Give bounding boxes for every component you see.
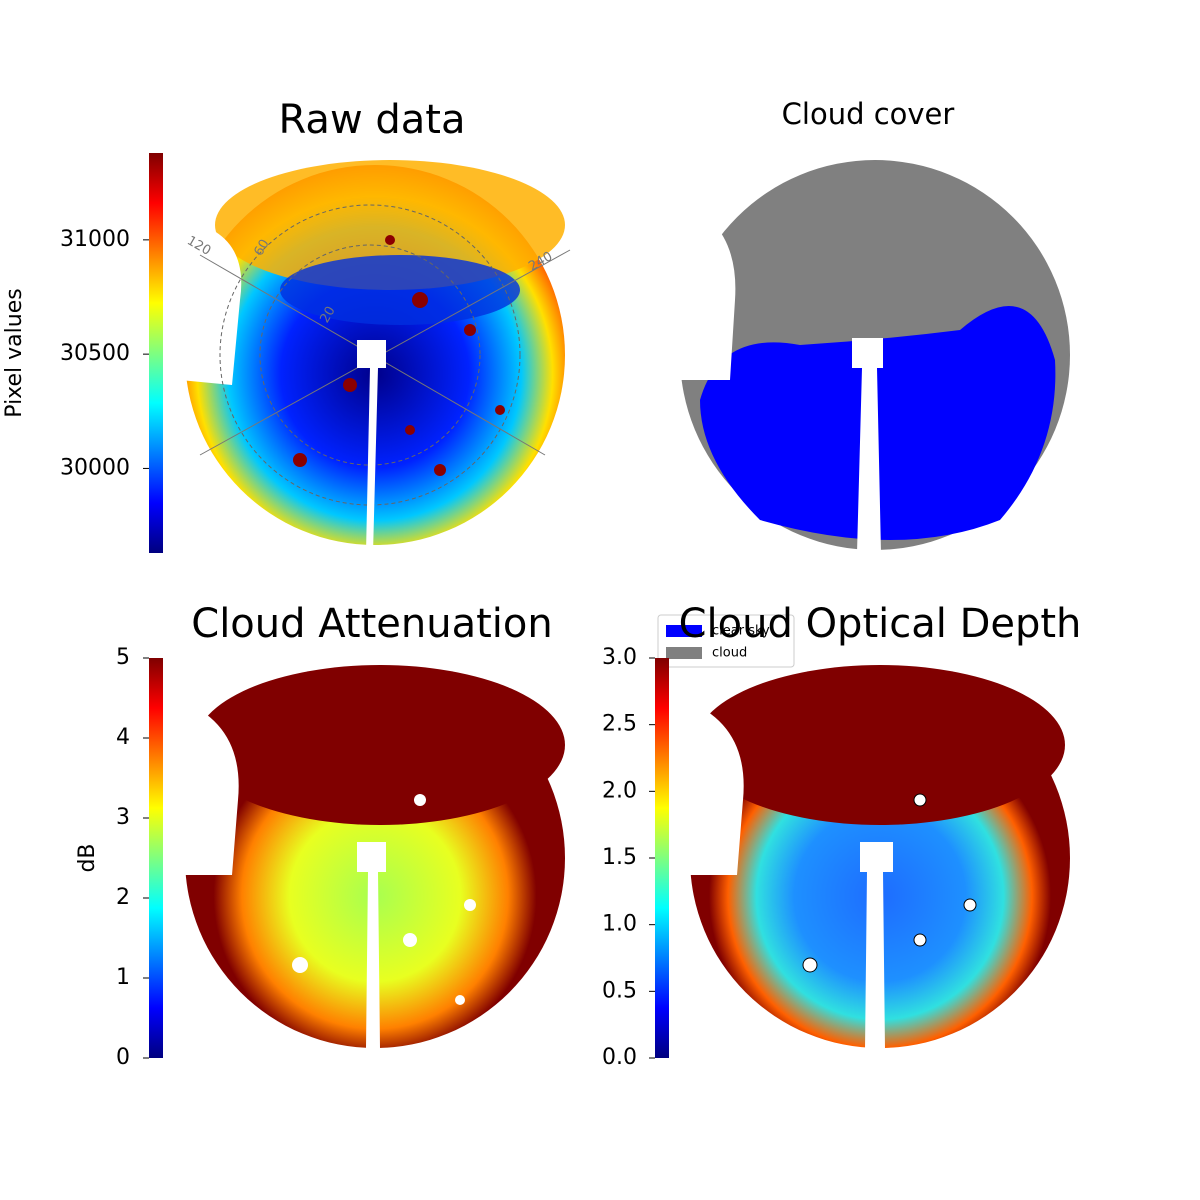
colorbar — [655, 658, 669, 1058]
legend-swatch — [666, 647, 702, 659]
raw-image: 120 60 240 20 — [180, 160, 571, 553]
tick-label: 2 — [116, 885, 130, 910]
tick-label: 4 — [116, 725, 130, 750]
tick-label: 2.5 — [602, 712, 637, 737]
colorbar — [149, 658, 163, 1058]
colorbar-label: dB — [75, 843, 100, 872]
panel-title: Cloud Attenuation — [191, 601, 552, 647]
tick-label: 3 — [116, 805, 130, 830]
panel-title: Raw data — [279, 97, 466, 143]
colorbar-label: Pixel values — [2, 288, 27, 417]
legend-label: clear sky — [712, 624, 770, 639]
legend-swatch — [666, 625, 702, 637]
tick-label: 30000 — [60, 455, 130, 480]
tick-label: 1.5 — [602, 845, 637, 870]
tick-label: 31000 — [60, 227, 130, 252]
tick-label: 5 — [116, 645, 130, 670]
tick-label: 1.0 — [602, 912, 637, 937]
tick-label: 3.0 — [602, 645, 637, 670]
tick-label: 0.5 — [602, 978, 637, 1003]
optical-depth-image — [685, 665, 1070, 1050]
tick-label: 0.0 — [602, 1045, 637, 1070]
polar-label: 60 — [252, 237, 273, 259]
panel-title: Cloud Optical Depth — [679, 601, 1082, 647]
tick-label: 2.0 — [602, 778, 637, 803]
panel-title: Cloud cover — [782, 97, 955, 131]
cloud-cover-image — [670, 160, 1070, 553]
colorbar — [149, 153, 163, 553]
legend-label: cloud — [712, 646, 747, 661]
polar-label: 20 — [318, 304, 339, 326]
tick-label: 30500 — [60, 341, 130, 366]
attenuation-image — [180, 665, 565, 1048]
tick-label: 1 — [116, 965, 130, 990]
tick-label: 0 — [116, 1045, 130, 1070]
